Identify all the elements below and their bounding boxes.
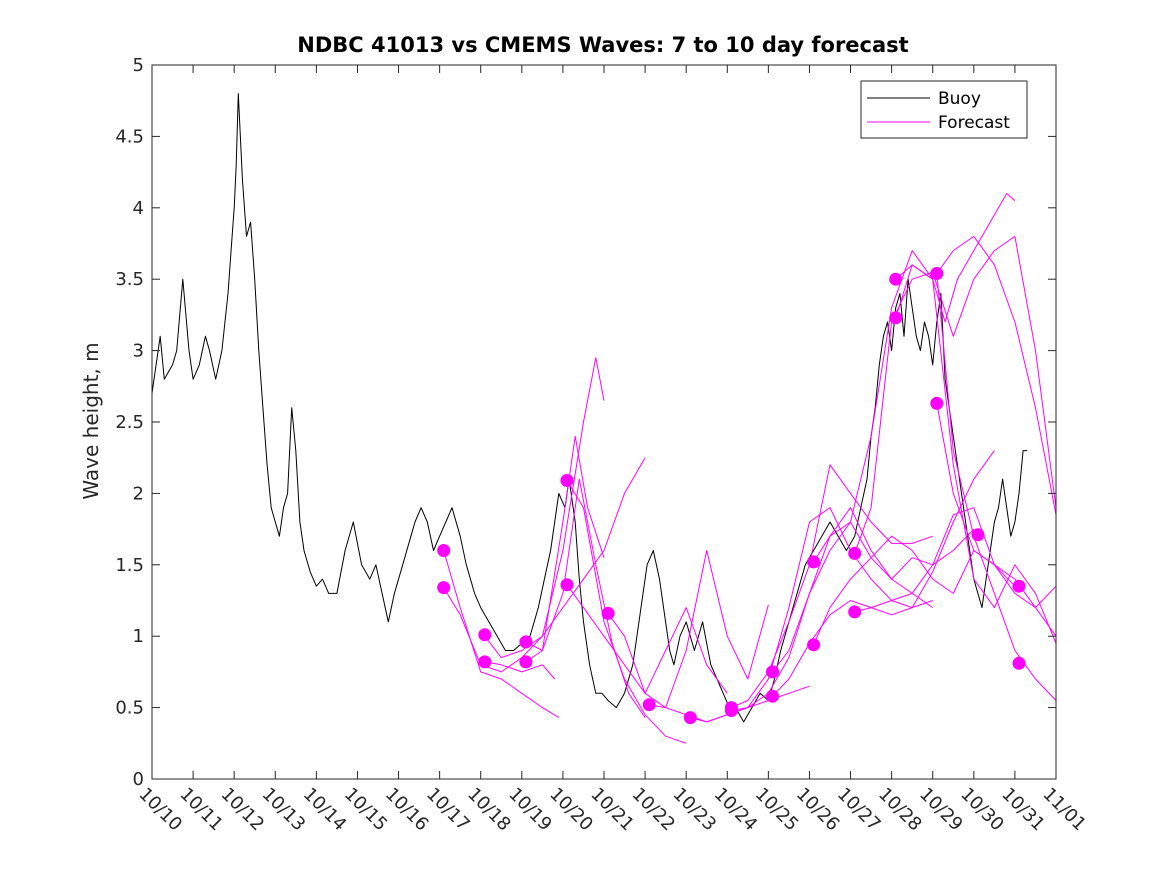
forecast-line: [566, 480, 687, 744]
forecast-line: [813, 535, 1057, 646]
forecast-point: [683, 711, 697, 725]
forecast-point: [601, 606, 615, 620]
forecast-line: [895, 264, 1057, 644]
y-tick-label: 0: [133, 769, 144, 790]
forecast-point: [848, 605, 862, 619]
forecast-point: [889, 272, 903, 286]
forecast-point: [930, 267, 944, 280]
forecast-line: [443, 550, 560, 719]
forecast-markers: [437, 267, 1026, 725]
forecast-point: [560, 578, 574, 592]
forecast-point: [807, 555, 821, 569]
plot-content: [151, 93, 1057, 744]
legend: Buoy Forecast: [860, 80, 1028, 139]
y-tick-label: 1: [133, 626, 144, 647]
forecast-point: [519, 655, 533, 669]
forecast-point: [1012, 579, 1026, 593]
chart-title: NDBC 41013 vs CMEMS Waves: 7 to 10 day f…: [297, 33, 908, 57]
forecast-line: [525, 478, 646, 718]
forecast-point: [1012, 656, 1026, 670]
forecast-line: [772, 450, 995, 697]
forecast-point: [766, 665, 779, 679]
forecast-line: [607, 550, 769, 709]
y-tick-label: 0.5: [115, 698, 144, 719]
y-tick-label: 3: [133, 341, 144, 362]
forecast-point: [766, 689, 779, 703]
y-axis: 0 0.5 1 1.5 2 2.5 3 3.5 4 4.5 5: [115, 55, 1056, 790]
forecast-point: [478, 655, 492, 669]
forecast-point: [642, 698, 656, 712]
legend-forecast-label: Forecast: [938, 113, 1010, 133]
y-tick-label: 1.5: [115, 555, 144, 576]
forecast-point: [848, 546, 862, 560]
forecast-point: [930, 396, 944, 410]
y-tick-label: 5: [133, 55, 144, 76]
y-axis-label: Wave height, m: [79, 342, 103, 499]
y-tick-label: 2: [133, 483, 144, 504]
buoy-series: [151, 93, 1028, 723]
forecast-point: [437, 581, 451, 595]
forecast-line: [936, 403, 1016, 587]
y-tick-label: 3.5: [115, 269, 144, 290]
forecast-line: [731, 464, 933, 709]
forecast-line: [854, 235, 1057, 554]
legend-buoy-label: Buoy: [938, 89, 981, 109]
forecast-point: [807, 638, 821, 652]
forecast-line: [484, 457, 646, 659]
y-tick-label: 4: [133, 198, 144, 219]
forecast-line: [484, 661, 556, 680]
forecast-point: [560, 474, 574, 487]
forecast-point: [437, 544, 451, 557]
y-tick-label: 2.5: [115, 412, 144, 433]
forecast-point: [478, 628, 492, 642]
forecast-line: [936, 273, 1057, 701]
forecast-point: [519, 635, 533, 649]
buoy-line: [151, 93, 1028, 723]
legend-box: [860, 80, 1028, 139]
forecast-point: [889, 311, 903, 325]
y-tick-label: 4.5: [115, 126, 144, 147]
forecast-point: [971, 528, 985, 542]
forecast-point: [724, 704, 738, 717]
plot-area: [152, 65, 1056, 779]
